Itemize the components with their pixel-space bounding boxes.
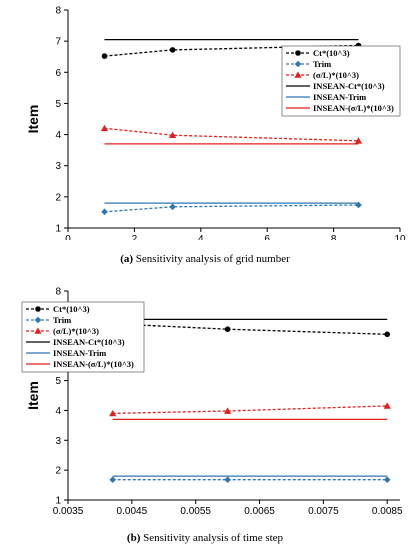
caption-grid-number-tag: (a) [120, 253, 134, 265]
data-point [354, 137, 363, 144]
series-0 [109, 321, 391, 338]
y-tick-label: 2 [55, 466, 61, 477]
data-point [169, 203, 176, 211]
x-tick-label: 0 [65, 234, 71, 240]
y-tick-label: 4 [55, 130, 61, 141]
legend-box [21, 301, 145, 373]
x-tick-label: 0.0065 [244, 506, 275, 517]
x-tick-label: 4 [198, 234, 204, 240]
legend-label: INSEAN-Trim [53, 348, 106, 358]
legend-box [281, 45, 401, 117]
data-point [224, 326, 231, 333]
y-axis-title: Item [25, 105, 41, 134]
data-point [384, 331, 391, 338]
legend-swatch-marker [34, 327, 42, 334]
legend-swatch-marker [294, 60, 302, 68]
legend-label: INSEAN-(σ/L)*(10^3) [313, 103, 394, 113]
data-point [383, 476, 391, 483]
legend-swatch-marker [295, 50, 301, 56]
y-tick-label: 7 [55, 37, 61, 48]
data-point [224, 407, 232, 414]
y-tick-label: 6 [55, 68, 61, 79]
data-point [101, 208, 108, 216]
x-tick-label: 6 [264, 234, 270, 240]
chart-grid-number: 024681012345678Grid number (million)Item… [25, 6, 406, 241]
data-point [383, 402, 391, 409]
data-point [109, 476, 116, 483]
legend-swatch-marker [35, 306, 41, 312]
caption-grid-number-text: Sensitivity analysis of grid number [133, 253, 290, 265]
y-tick-label: 3 [55, 161, 61, 172]
data-point [109, 409, 117, 417]
legend-label: INSEAN-Ct*(10^3) [313, 81, 385, 91]
y-tick-label: 8 [55, 6, 61, 17]
x-tick-label: 0.0055 [180, 506, 211, 517]
series-line [104, 204, 359, 213]
legend: Ct*(10^3)Trim(σ/L)*(10^3)INSEAN-Ct*(10^3… [21, 301, 145, 373]
series-1 [109, 476, 391, 483]
legend-label: (σ/L)*(10^3) [313, 70, 359, 80]
legend-label: INSEAN-Trim [313, 92, 366, 102]
caption-grid-number: (a) Sensitivity analysis of grid number [0, 253, 410, 265]
data-point [224, 476, 231, 483]
x-axis-title: Time step (s) [191, 519, 277, 521]
x-tick-label: 0.0075 [308, 506, 339, 517]
legend: Ct*(10^3)Trim(σ/L)*(10^3)INSEAN-Ct*(10^3… [281, 45, 401, 117]
legend-label: (σ/L)*(10^3) [53, 326, 99, 336]
y-tick-label: 4 [55, 406, 61, 417]
y-tick-label: 3 [55, 436, 61, 447]
caption-time-step-tag: (b) [126, 532, 141, 544]
legend-label: Trim [313, 59, 331, 69]
y-tick-label: 1 [55, 496, 61, 507]
data-point [101, 53, 108, 59]
chart-time-step: 0.0035 0.0045 0.0055 0.0065 0.0075 0.0085 1 2 3 4… [21, 287, 403, 521]
y-tick-label: 2 [55, 192, 61, 203]
legend-label: INSEAN-Ct*(10^3) [53, 337, 125, 347]
series-2 [109, 402, 391, 417]
x-tick-label: 10 [394, 234, 406, 240]
series-line [104, 127, 359, 142]
data-point [100, 124, 109, 132]
x-tick-label: 0.0035 [53, 506, 84, 517]
y-axis-title: Item [25, 381, 41, 410]
y-tick-label: 8 [55, 287, 61, 298]
data-point [169, 47, 176, 53]
data-point [168, 131, 177, 138]
series-line [112, 323, 388, 335]
x-tick-label: 8 [331, 234, 337, 240]
x-tick-label: 2 [132, 234, 138, 240]
x-tick-label: 0.0045 [117, 506, 148, 517]
caption-time-step-text: Sensitivity analysis of time step [140, 532, 284, 544]
series-2 [100, 124, 363, 144]
legend-swatch-marker [34, 316, 42, 324]
legend-swatch-marker [294, 71, 302, 78]
y-tick-label: 5 [55, 99, 61, 110]
legend-label: INSEAN-(σ/L)*(10^3) [53, 359, 134, 369]
y-tick-label: 1 [55, 224, 61, 235]
x-tick-label: 0.0085 [372, 506, 403, 517]
y-tick-label: 5 [55, 376, 61, 387]
legend-label: Ct*(10^3) [313, 48, 350, 58]
series-line [112, 405, 388, 415]
legend-label: Trim [53, 315, 71, 325]
legend-label: Ct*(10^3) [53, 304, 90, 314]
caption-time-step: (b) Sensitivity analysis of time step [0, 532, 410, 544]
